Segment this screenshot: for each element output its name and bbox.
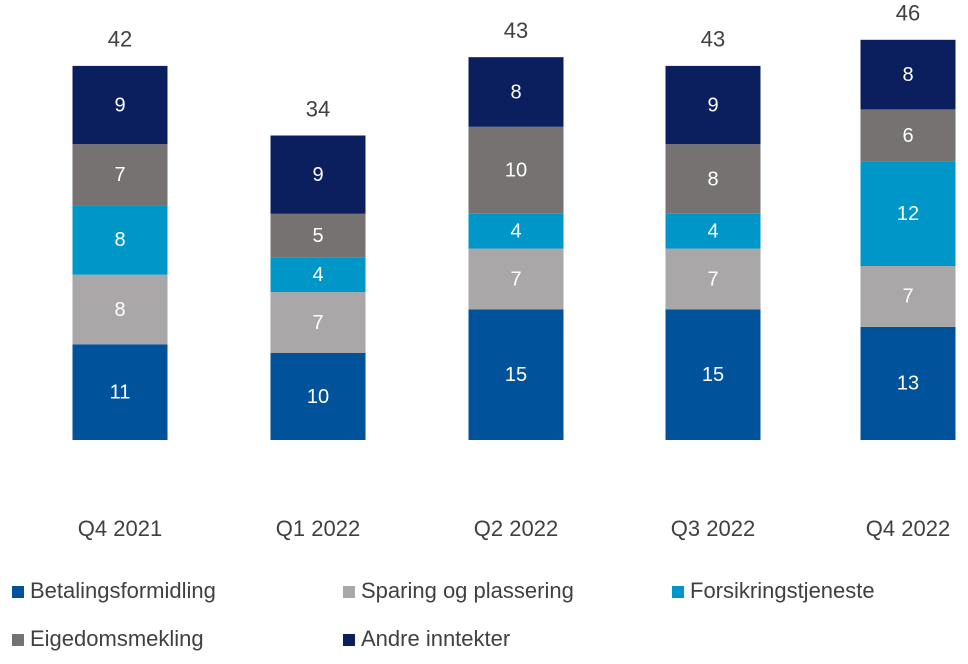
x-tick-label: Q4 2022 — [866, 516, 950, 541]
legend-swatch — [672, 586, 684, 598]
data-label: 5 — [312, 225, 323, 247]
data-label: 7 — [510, 268, 521, 290]
bar-segment — [468, 309, 564, 440]
data-label: 7 — [312, 312, 323, 334]
bar-segment — [72, 344, 168, 440]
data-label: 8 — [707, 168, 718, 190]
legend-swatch — [12, 634, 24, 646]
data-label: 12 — [897, 203, 919, 225]
bar-segment — [665, 248, 761, 310]
data-label: 13 — [897, 373, 919, 395]
data-label: 11 — [110, 381, 131, 403]
data-label: 8 — [902, 64, 913, 86]
bar-segment — [72, 205, 168, 275]
bar-segment — [860, 266, 956, 327]
legend-label: Forsikringstjeneste — [690, 578, 875, 603]
bar-segment — [72, 65, 168, 145]
legend-label: Betalingsformidling — [30, 578, 216, 603]
data-label: 6 — [902, 125, 913, 147]
x-tick-label: Q4 2021 — [78, 516, 162, 541]
legend-label: Sparing og plassering — [361, 578, 574, 603]
bar-segment — [270, 213, 366, 258]
data-label: 9 — [312, 164, 323, 186]
data-label: 15 — [702, 364, 724, 386]
bar-segment — [665, 144, 761, 214]
bar-segment — [665, 65, 761, 145]
data-label: 9 — [114, 94, 125, 116]
total-label: 42 — [108, 27, 132, 52]
data-label: 8 — [114, 229, 125, 251]
total-label: 43 — [701, 27, 725, 52]
bar-segment — [665, 213, 761, 249]
bar-segment — [270, 353, 366, 440]
data-label: 9 — [707, 94, 718, 116]
bar-segment — [468, 213, 564, 249]
bar-segment — [468, 248, 564, 310]
data-label: 4 — [510, 220, 521, 242]
data-label: 8 — [114, 299, 125, 321]
legend-label: Eigedomsmekling — [30, 626, 204, 651]
total-label: 43 — [504, 18, 528, 43]
bar-segment — [860, 161, 956, 266]
data-label: 10 — [505, 160, 527, 182]
bar-segment — [860, 326, 956, 440]
bar-segment — [270, 292, 366, 353]
data-label: 10 — [307, 386, 329, 408]
legend-label: Andre inntekter — [361, 626, 510, 651]
bar-segment — [860, 39, 956, 110]
data-label: 8 — [510, 81, 521, 103]
bar-segment — [72, 144, 168, 206]
bar-segment — [72, 274, 168, 345]
x-tick-label: Q2 2022 — [474, 516, 558, 541]
legend-swatch — [343, 586, 355, 598]
data-label: 15 — [505, 364, 527, 386]
total-label: 34 — [306, 96, 330, 121]
bar-segment — [468, 57, 564, 127]
bar-segment — [270, 135, 366, 214]
data-label: 7 — [707, 268, 718, 290]
bar-segment — [270, 257, 366, 293]
data-label: 7 — [902, 286, 913, 308]
x-tick-label: Q1 2022 — [276, 516, 360, 541]
data-label: 4 — [312, 264, 323, 286]
legend-swatch — [343, 634, 355, 646]
total-label: 46 — [896, 1, 920, 26]
bar-segment — [468, 126, 564, 214]
x-tick-label: Q3 2022 — [671, 516, 755, 541]
data-label: 7 — [114, 164, 125, 186]
legend-swatch — [12, 586, 24, 598]
bar-segment — [860, 109, 956, 162]
data-label: 4 — [707, 220, 718, 242]
bar-segment — [665, 309, 761, 440]
